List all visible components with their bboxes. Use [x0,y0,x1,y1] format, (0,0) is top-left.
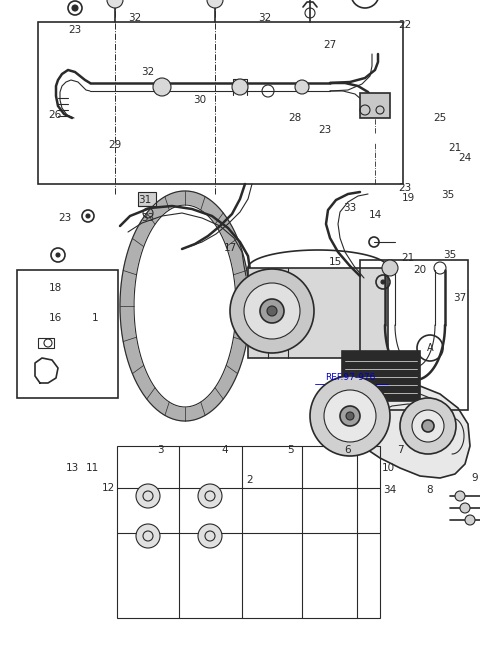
Text: 1: 1 [92,313,98,323]
Circle shape [412,410,444,442]
Circle shape [153,78,171,96]
Text: 25: 25 [433,113,446,123]
Text: 13: 13 [65,463,79,473]
Bar [138,192,156,206]
Text: 35: 35 [442,190,455,200]
Text: REF.97-976: REF.97-976 [325,373,375,382]
Circle shape [400,398,456,454]
Circle shape [340,406,360,426]
Circle shape [207,0,223,8]
Circle shape [244,283,300,339]
Circle shape [422,420,434,432]
Text: 23: 23 [398,183,412,193]
Text: 3: 3 [156,445,163,455]
Text: 26: 26 [48,110,61,120]
Bar [248,268,388,358]
Circle shape [310,376,390,456]
Circle shape [324,390,376,442]
Circle shape [455,491,465,501]
Text: 11: 11 [85,463,98,473]
Bar [17,270,118,398]
Text: 10: 10 [382,463,395,473]
Circle shape [230,269,314,353]
Circle shape [232,79,248,95]
Text: 32: 32 [142,67,155,77]
Text: 19: 19 [401,193,415,203]
Text: 21: 21 [448,143,462,153]
Text: 23: 23 [59,213,72,223]
Text: 34: 34 [384,485,396,495]
Polygon shape [120,191,250,421]
Text: 33: 33 [142,213,155,223]
Text: 23: 23 [68,25,82,35]
Text: 18: 18 [48,283,61,293]
Polygon shape [332,381,470,478]
Bar [38,338,54,348]
Bar [117,446,380,618]
Text: 5: 5 [287,445,293,455]
Circle shape [136,524,160,548]
Circle shape [346,412,354,420]
Circle shape [56,253,60,257]
Text: 16: 16 [48,313,61,323]
Text: 30: 30 [193,95,206,105]
Text: 31: 31 [138,195,152,205]
Text: 6: 6 [345,445,351,455]
Text: 8: 8 [427,485,433,495]
Circle shape [260,299,284,323]
Text: A: A [427,343,433,353]
Circle shape [136,484,160,508]
Text: 9: 9 [472,473,478,483]
Bar [360,260,468,410]
Circle shape [107,0,123,8]
Circle shape [381,280,385,284]
Circle shape [198,524,222,548]
Text: 20: 20 [413,265,427,275]
Bar [342,351,420,401]
Text: 27: 27 [324,40,336,50]
Text: 28: 28 [288,113,301,123]
Text: 29: 29 [108,140,121,150]
Circle shape [465,515,475,525]
Text: 17: 17 [223,243,237,253]
Circle shape [295,80,309,94]
Circle shape [86,214,90,218]
Text: 14: 14 [368,210,382,220]
Text: 32: 32 [258,13,272,23]
Bar [360,93,390,118]
Text: 7: 7 [396,445,403,455]
Text: 2: 2 [247,475,253,485]
Bar [38,22,403,184]
Text: 22: 22 [398,20,412,30]
Circle shape [382,260,398,276]
Text: 33: 33 [343,203,357,213]
Text: 35: 35 [444,250,456,260]
Circle shape [267,306,277,316]
Text: 12: 12 [101,483,115,493]
Circle shape [198,484,222,508]
Text: 32: 32 [128,13,142,23]
Circle shape [72,5,78,11]
Text: 21: 21 [401,253,415,263]
Text: 23: 23 [318,125,332,135]
Text: 15: 15 [328,257,342,267]
Text: 4: 4 [222,445,228,455]
Circle shape [460,503,470,513]
Polygon shape [134,205,236,407]
Text: 37: 37 [454,293,467,303]
Text: 24: 24 [458,153,472,163]
